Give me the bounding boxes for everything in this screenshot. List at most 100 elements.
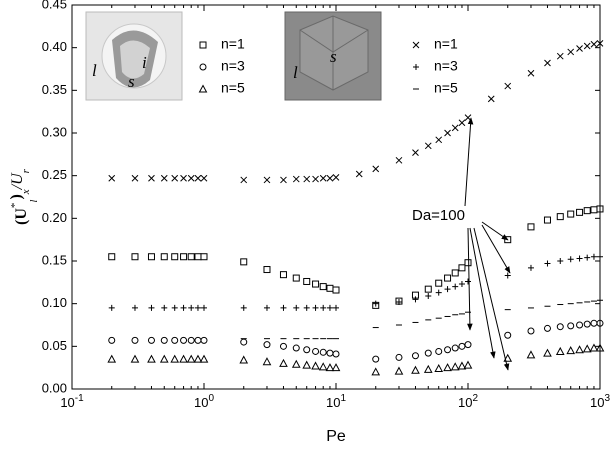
point	[108, 356, 115, 363]
point	[320, 363, 327, 370]
point	[148, 305, 154, 311]
point	[590, 345, 597, 352]
point	[241, 177, 247, 183]
point	[528, 70, 534, 76]
point	[459, 343, 465, 349]
point	[505, 83, 511, 89]
point	[333, 351, 339, 357]
point	[436, 137, 442, 143]
point	[304, 347, 310, 353]
point	[201, 175, 207, 181]
point	[313, 281, 319, 287]
point	[304, 305, 310, 311]
legend-label: n=3	[434, 58, 458, 74]
point	[577, 322, 583, 328]
x-tick-base: 10	[194, 395, 208, 410]
point	[425, 350, 431, 356]
point	[171, 356, 178, 363]
point	[557, 348, 564, 355]
point	[445, 347, 451, 353]
point	[445, 275, 451, 281]
point	[201, 305, 207, 311]
point	[373, 301, 379, 307]
point	[505, 332, 511, 338]
point	[293, 345, 299, 351]
point	[528, 328, 534, 334]
y-label-part: (U	[13, 208, 30, 225]
point	[557, 214, 563, 220]
point	[201, 337, 207, 343]
y-tick-label: 0.30	[42, 124, 67, 139]
point	[280, 177, 286, 183]
point	[567, 347, 574, 354]
point	[412, 353, 418, 359]
y-axis-label: (U*l)x/Ur	[8, 168, 40, 225]
point	[327, 175, 333, 181]
point	[195, 337, 201, 343]
x-axis-label: Pe	[326, 428, 346, 445]
point	[132, 175, 138, 181]
point	[425, 366, 432, 373]
point	[313, 176, 319, 182]
annotation: Da=100	[412, 207, 465, 224]
inset-label: l	[293, 63, 298, 82]
point	[372, 368, 379, 375]
y-label-part: *	[9, 203, 21, 209]
x-tick-label: 102	[458, 393, 478, 411]
y-tick-label: 0.05	[42, 338, 67, 353]
point	[445, 286, 451, 292]
point	[194, 356, 201, 363]
point	[544, 325, 550, 331]
y-tick-label: 0.00	[42, 380, 67, 395]
point	[557, 53, 563, 59]
point	[544, 350, 551, 357]
point	[188, 337, 194, 343]
x-tick-label: 103	[590, 393, 610, 411]
point	[373, 166, 379, 172]
inset-label: i	[142, 53, 147, 72]
x-tick-base: 10	[326, 395, 340, 410]
point	[327, 350, 333, 356]
point	[313, 305, 319, 311]
legend-label: n=5	[221, 80, 245, 96]
point	[505, 273, 511, 279]
point	[240, 356, 247, 363]
point	[148, 254, 154, 260]
point	[584, 321, 590, 327]
point	[597, 254, 603, 260]
point	[148, 337, 154, 343]
inset-label: l	[92, 61, 97, 80]
point	[320, 175, 326, 181]
y-tick-label: 0.40	[42, 39, 67, 54]
point	[195, 254, 201, 260]
point	[333, 305, 339, 311]
point	[293, 275, 299, 281]
x-tick-exponent: 1	[340, 393, 346, 404]
point	[557, 324, 563, 330]
point	[412, 296, 418, 302]
point	[452, 345, 458, 351]
point	[373, 356, 379, 362]
annotation-arrows	[465, 118, 510, 370]
point	[544, 60, 550, 66]
point	[591, 320, 597, 326]
x-tick-label: 10-1	[60, 393, 84, 411]
point	[132, 254, 138, 260]
point	[181, 254, 187, 260]
x-tick-label: 101	[326, 393, 346, 411]
point	[528, 224, 534, 230]
point	[188, 254, 194, 260]
point	[280, 272, 286, 278]
point	[293, 361, 300, 368]
point	[195, 175, 201, 181]
point	[280, 360, 287, 367]
point	[577, 255, 583, 261]
inset-label: s	[330, 47, 337, 66]
y-tick-label: 0.10	[42, 295, 67, 310]
legend-label: n=3	[221, 58, 245, 74]
y-tick-label: 0.35	[42, 82, 67, 97]
point	[591, 207, 597, 213]
point	[436, 280, 442, 286]
point	[577, 209, 583, 215]
point	[181, 305, 187, 311]
